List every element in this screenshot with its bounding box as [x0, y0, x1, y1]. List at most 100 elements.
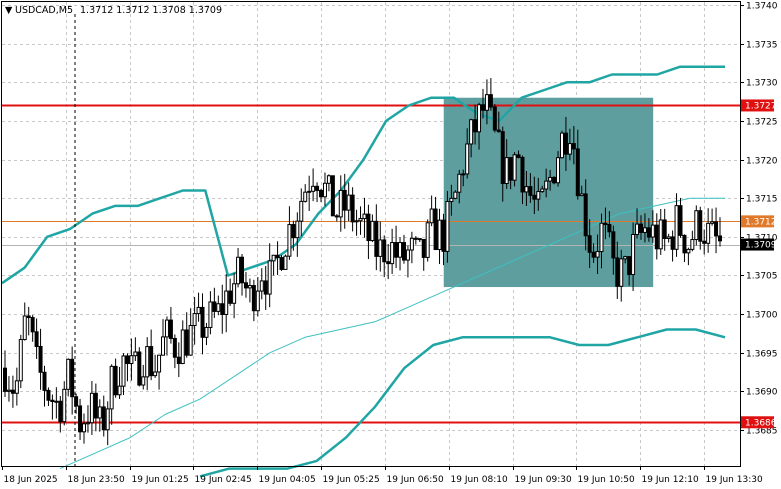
candle [121, 353, 126, 396]
candle [591, 243, 596, 263]
candle-body-bear [394, 242, 399, 258]
candle [161, 319, 166, 356]
candle [259, 268, 264, 300]
candle [378, 221, 383, 272]
candle [74, 393, 79, 414]
candle [571, 126, 576, 165]
candle [627, 256, 632, 286]
candle-body-bear [698, 210, 703, 242]
candle [386, 244, 391, 280]
candle-body-bear [334, 215, 339, 218]
candle [157, 354, 162, 390]
candle [405, 245, 410, 278]
candle-body-bull [429, 208, 434, 224]
candle [350, 187, 355, 232]
candle-body-bull [14, 380, 19, 394]
bollinger-lower-band [199, 328, 726, 478]
candle [445, 190, 450, 263]
candle-body-bear [646, 227, 651, 238]
candle-body-bull [409, 237, 414, 251]
candle-body-bear [243, 282, 248, 289]
candle-body-bear [654, 224, 659, 250]
candle [532, 176, 537, 215]
candle-body-bear [212, 301, 217, 312]
candle-body-bull [453, 191, 458, 199]
candle [315, 182, 320, 203]
candle [224, 274, 229, 333]
candle-body-bear [46, 389, 51, 401]
candle-body-bull [437, 219, 442, 251]
moving-average-line [59, 197, 725, 470]
candle-body-bear [718, 235, 722, 242]
candle [453, 190, 458, 200]
candle-body-bear [571, 143, 576, 150]
candle [678, 197, 683, 238]
candle [97, 399, 102, 432]
candle [164, 316, 169, 356]
candle-body-bull [22, 315, 27, 341]
x-tick-label: 19 Jun 10:50 [578, 475, 635, 485]
candle [247, 278, 252, 303]
candle-body-bear [611, 231, 616, 259]
candle [670, 230, 675, 262]
candle-body-bear [496, 129, 501, 133]
candle [718, 217, 722, 247]
candle [109, 364, 114, 425]
candle-body-bull [133, 351, 138, 357]
resistance-tag-label: 1.3727 [745, 101, 777, 111]
candle [30, 315, 35, 342]
candle-body-bear [603, 222, 608, 226]
candle-body-bear [627, 256, 632, 276]
candle-body-bear [682, 234, 687, 254]
candle [319, 188, 324, 203]
candle [611, 225, 616, 275]
candle [232, 273, 237, 319]
candle [583, 179, 588, 251]
candle-body-bear [74, 396, 79, 407]
candle-body-bull [129, 355, 134, 364]
candle-body-bear [137, 351, 142, 386]
candle [14, 367, 19, 406]
candle-body-bull [556, 157, 561, 184]
candle-body-bear [528, 186, 533, 196]
x-tick-label: 19 Jun 04:05 [259, 475, 316, 485]
candle [129, 338, 134, 381]
candle [295, 212, 300, 257]
candle-body-bear [149, 346, 154, 377]
x-tick-label: 19 Jun 05:25 [323, 475, 380, 485]
candle-body-bull [141, 376, 146, 386]
candle [101, 395, 106, 437]
candle [236, 247, 241, 288]
candle [133, 337, 138, 362]
candle [690, 230, 695, 252]
candle [540, 185, 545, 193]
candle [603, 207, 608, 240]
candle [299, 188, 304, 237]
candle [204, 322, 209, 346]
candle-body-bear [50, 399, 55, 403]
candle [449, 184, 454, 216]
candle [311, 168, 316, 202]
candle [528, 173, 533, 203]
candle-body-bull [259, 280, 264, 292]
candle [208, 291, 213, 335]
candle-body-bull [6, 389, 11, 392]
candle-body-bear [421, 238, 426, 258]
candle [477, 102, 482, 150]
candle [567, 128, 572, 161]
candle-body-bull [161, 336, 166, 356]
candle [196, 292, 201, 322]
candle-body-bull [236, 256, 241, 285]
candle [184, 312, 189, 358]
candle-body-bull [623, 256, 628, 260]
candle-body-bull [686, 248, 691, 254]
collapse-arrow-icon[interactable]: ▼ [5, 5, 13, 16]
current-price-tag [741, 215, 774, 228]
candle [552, 176, 557, 185]
candle [18, 334, 23, 389]
candle [631, 222, 636, 292]
candle-body-bear [319, 189, 324, 198]
candle [346, 182, 351, 222]
candle-body-bear [70, 358, 75, 398]
